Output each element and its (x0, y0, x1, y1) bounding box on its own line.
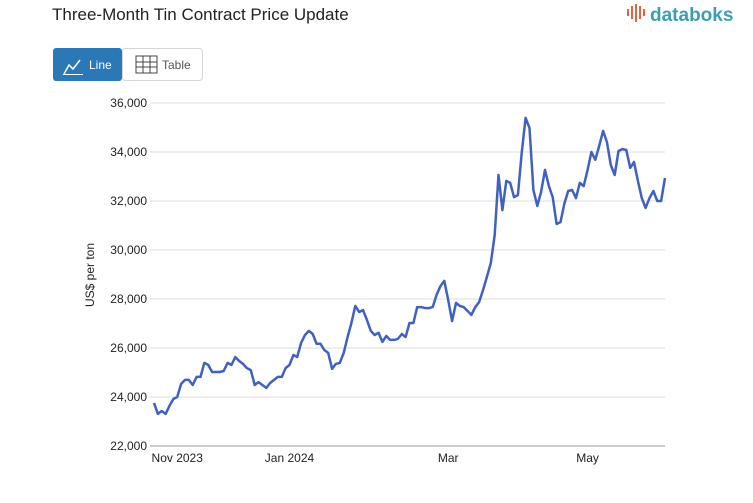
y-tick-label: 32,000 (110, 194, 147, 208)
y-axis-label: US$ per ton (83, 243, 97, 307)
logo-text: databoks (650, 5, 733, 26)
button-label: Table (162, 58, 191, 72)
x-tick-label: May (576, 451, 599, 465)
button-label: Line (89, 58, 112, 72)
y-tick-label: 34,000 (110, 145, 147, 159)
y-tick-label: 30,000 (110, 243, 147, 257)
y-tick-label: 36,000 (110, 96, 147, 110)
line-button[interactable]: Line (53, 48, 122, 81)
logo: databoks (627, 4, 733, 26)
price-line (152, 116, 667, 416)
x-tick-label: Mar (438, 451, 459, 465)
x-tick-label: Jan 2024 (265, 451, 315, 465)
plot-area: 22,000 24,000 26,000 28,000 30,000 32,000 34,0… (110, 96, 667, 465)
y-tick-label: 28,000 (110, 292, 147, 306)
x-tick-label: Nov 2023 (152, 451, 204, 465)
chart-title: Three-Month Tin Contract Price Update (52, 5, 349, 24)
y-tick-label: 22,000 (110, 439, 147, 453)
y-tick-label: 26,000 (110, 341, 147, 355)
y-tick-label: 24,000 (110, 390, 147, 404)
table-button[interactable]: Table (122, 48, 203, 81)
